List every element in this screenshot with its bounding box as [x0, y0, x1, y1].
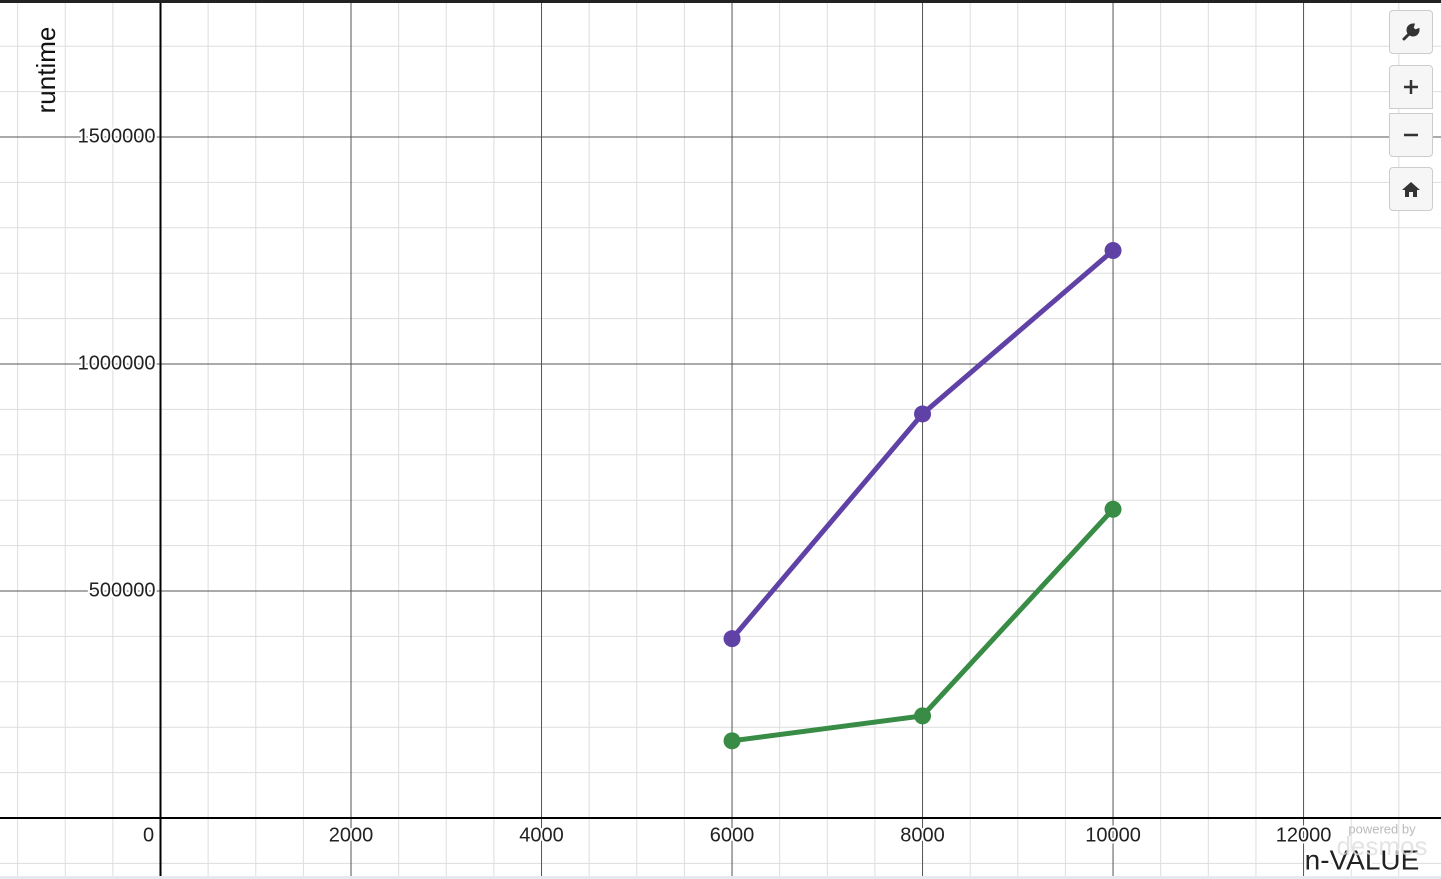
data-point — [723, 630, 741, 648]
home-button[interactable] — [1389, 167, 1433, 211]
y-tick-label: 1500000 — [78, 125, 156, 147]
minus-icon — [1404, 133, 1418, 137]
x-tick-label: 6000 — [710, 824, 755, 846]
zoom-in-button[interactable] — [1389, 65, 1433, 109]
home-icon — [1402, 182, 1420, 197]
data-point — [1104, 241, 1122, 259]
data-point — [1104, 500, 1122, 518]
data-point — [914, 405, 932, 423]
settings-button[interactable] — [1389, 10, 1433, 54]
plus-icon — [1404, 80, 1418, 94]
y-tick-label: 500000 — [89, 579, 156, 601]
grid — [0, 3, 1441, 879]
x-tick-label: 10000 — [1085, 824, 1141, 846]
y-axis-label: runtime — [31, 27, 61, 114]
top-border — [0, 0, 1441, 3]
data-point — [723, 732, 741, 750]
watermark-caption: powered by — [1348, 821, 1416, 836]
y-tick-label: 1000000 — [78, 352, 156, 374]
wrench-icon — [1402, 23, 1420, 41]
x-tick-label: 4000 — [519, 824, 564, 846]
tick-labels: 0 2000 4000 6000 8000 10000 12000 500000 1000000… — [76, 123, 1334, 848]
x-tick-label: 0 — [143, 824, 154, 846]
data-point — [914, 707, 932, 725]
x-tick-label: 12000 — [1276, 824, 1332, 846]
bottom-border — [0, 876, 1441, 879]
x-tick-label: 2000 — [329, 824, 374, 846]
zoom-out-button[interactable] — [1389, 113, 1433, 157]
x-tick-label: 8000 — [900, 824, 945, 846]
watermark-logo: desmos — [1336, 831, 1427, 861]
x-axis-label: n-VALUE — [1305, 844, 1420, 875]
plot — [723, 241, 1122, 750]
